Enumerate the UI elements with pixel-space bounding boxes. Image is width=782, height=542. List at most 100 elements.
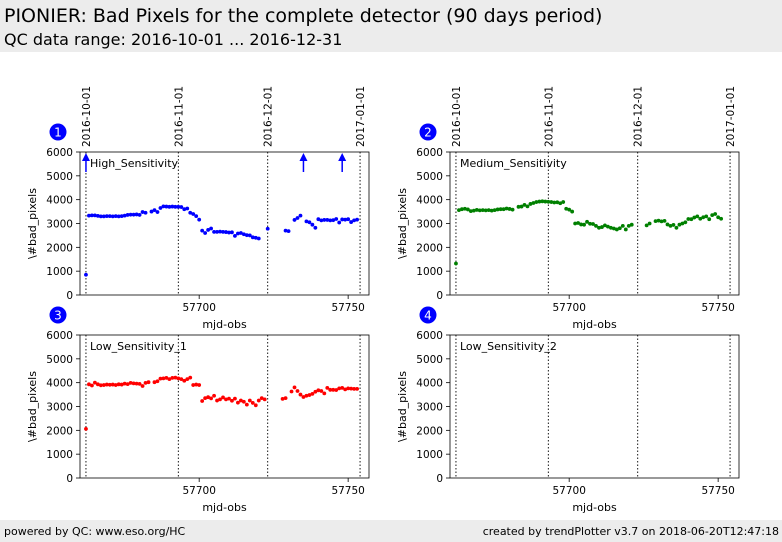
data-point [84, 272, 88, 277]
y-tick-label: 4000 [46, 378, 73, 390]
data-point [492, 208, 497, 213]
x-tick-label: 57700 [182, 302, 215, 314]
data-point [152, 208, 157, 213]
series-label: Medium_Sensitivity [460, 157, 567, 170]
data-point [328, 218, 333, 223]
chart-panel-3: 0 1000 2000 3000 4000 5000 6000 57700 57750 mjd-o… [26, 306, 370, 514]
data-point [233, 396, 237, 401]
data-point [286, 229, 291, 234]
data-point [113, 383, 118, 387]
data-point [352, 386, 357, 391]
data-point [665, 222, 670, 227]
y-tick-label: 6000 [46, 330, 73, 342]
data-point [218, 229, 222, 234]
data-point [528, 202, 533, 206]
data-point [331, 387, 336, 392]
data-point [534, 200, 539, 204]
data-point [343, 387, 348, 392]
data-point [626, 223, 631, 228]
data-point [92, 380, 97, 385]
data-point [250, 235, 255, 240]
footer-created-by: created by trendPlotter v3.7 on 2018-06-… [482, 525, 779, 538]
data-point [301, 395, 306, 399]
data-point [182, 378, 187, 383]
data-point [617, 226, 622, 231]
data-point [90, 213, 94, 218]
data-point [507, 207, 512, 211]
data-point [206, 228, 211, 232]
data-point [573, 221, 578, 226]
data-point [247, 398, 252, 403]
data-point [167, 377, 172, 381]
data-point [283, 228, 288, 233]
data-point [647, 221, 652, 226]
data-point [191, 383, 196, 387]
y-tick-label: 6000 [416, 330, 443, 342]
data-point [686, 217, 691, 221]
out-of-range-arrow-head [81, 153, 90, 161]
data-point [227, 396, 231, 401]
data-point [230, 398, 234, 403]
date-marker-label: 2017-01-01 [355, 86, 367, 147]
y-tick-label: 5000 [416, 354, 443, 366]
data-point [585, 219, 589, 224]
data-point [122, 213, 127, 218]
data-point [591, 222, 595, 226]
data-point [173, 204, 178, 209]
data-point [98, 383, 103, 388]
data-point [504, 206, 509, 211]
plot-frame [79, 151, 370, 296]
data-point [477, 208, 482, 213]
data-point [316, 217, 321, 222]
panel-number: 2 [424, 126, 432, 140]
data-point [182, 207, 187, 212]
data-point [531, 201, 536, 205]
data-point [197, 383, 202, 387]
data-point [462, 206, 467, 211]
y-tick-label: 1000 [46, 266, 73, 278]
data-point [238, 398, 243, 403]
data-point [179, 205, 184, 209]
y-tick-label: 4000 [416, 195, 443, 207]
data-point [325, 386, 330, 390]
data-point [155, 379, 160, 384]
data-point [313, 225, 318, 230]
data-point [594, 223, 598, 228]
data-point [304, 219, 309, 224]
data-point [319, 218, 324, 223]
data-point [134, 212, 139, 217]
data-point [555, 200, 560, 205]
panel-number: 1 [54, 126, 62, 140]
data-point [480, 208, 485, 213]
data-point [197, 217, 202, 222]
data-point [241, 232, 246, 237]
data-point [579, 222, 583, 227]
data-point [516, 204, 521, 209]
data-point [567, 207, 572, 212]
data-point [227, 230, 231, 235]
data-point [101, 214, 106, 219]
x-tick-label: 57750 [701, 302, 734, 314]
data-point [128, 212, 133, 217]
data-point [671, 223, 676, 227]
data-point [653, 219, 658, 224]
data-point [692, 215, 697, 220]
date-marker-label: 2016-12-01 [633, 86, 645, 147]
data-point [295, 216, 300, 220]
data-point [104, 214, 109, 219]
data-point [471, 208, 476, 213]
data-point [167, 204, 172, 209]
data-point [668, 223, 673, 228]
data-point [221, 395, 225, 400]
data-point [244, 402, 249, 407]
data-point [230, 230, 234, 235]
data-point [295, 389, 300, 393]
footer-powered-by: powered by QC: www.eso.org/HC [4, 525, 186, 538]
data-point [212, 229, 216, 234]
plot-frame [79, 334, 370, 479]
data-point [164, 376, 169, 380]
y-axis-label: \#bad_pixels [396, 188, 409, 259]
data-point [176, 204, 181, 209]
data-point [457, 208, 461, 213]
data-point [170, 204, 175, 209]
